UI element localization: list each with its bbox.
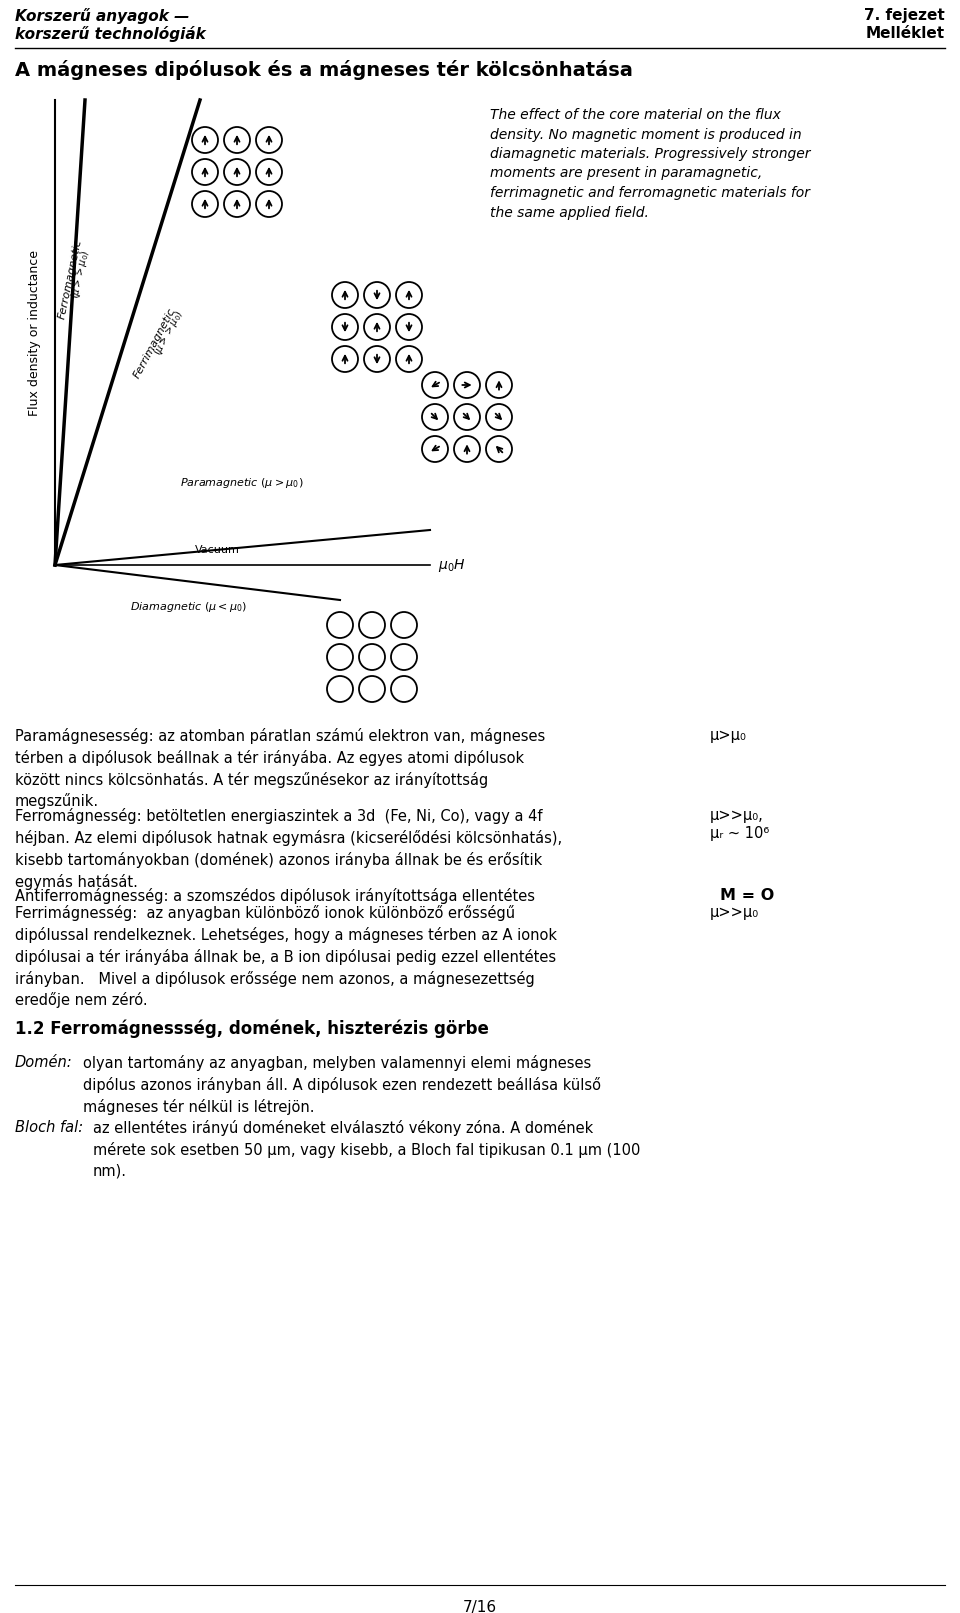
Text: $\mu_0 H$: $\mu_0 H$ [438, 556, 466, 574]
Text: 1.2 Ferromágnessség, domének, hiszterézis görbe: 1.2 Ferromágnessség, domének, hiszterézi… [15, 1019, 489, 1039]
Text: olyan tartomány az anyagban, melyben valamennyi elemi mágneses
dipólus azonos ir: olyan tartomány az anyagban, melyben val… [83, 1055, 601, 1115]
Text: The effect of the core material on the flux
density. No magnetic moment is produ: The effect of the core material on the f… [490, 108, 810, 219]
Text: Antiferromágnesség: a szomszédos dipólusok irányítottsága ellentétes: Antiferromágnesség: a szomszédos dipólus… [15, 889, 535, 903]
Text: Ferrimágnesség:  az anyagban különböző ionok különböző erősségű
dipólussal rende: Ferrimágnesség: az anyagban különböző io… [15, 905, 557, 1008]
Text: Vacuum: Vacuum [195, 545, 240, 555]
Text: M = O: M = O [720, 889, 775, 903]
Text: μ>μ₀: μ>μ₀ [710, 727, 747, 744]
Text: Flux density or inductance: Flux density or inductance [28, 250, 41, 416]
Text: Paramagnetic $(\mu > \mu_0)$: Paramagnetic $(\mu > \mu_0)$ [180, 476, 303, 490]
Text: Domén:: Domén: [15, 1055, 73, 1069]
Text: Bloch fal:: Bloch fal: [15, 1119, 84, 1136]
Text: Korszerű anyagok —: Korszerű anyagok — [15, 8, 189, 24]
Text: $(\mu >> \mu_0)$: $(\mu >> \mu_0)$ [68, 248, 92, 300]
Text: μᵣ ~ 10⁶: μᵣ ~ 10⁶ [710, 826, 769, 840]
Text: Ferromágnesség: betöltetlen energiaszintek a 3d  (Fe, Ni, Co), vagy a 4f
héjban.: Ferromágnesség: betöltetlen energiaszint… [15, 808, 563, 889]
Text: Paramágnesesség: az atomban páratlan számú elektron van, mágneses
térben a dipól: Paramágnesesség: az atomban páratlan szá… [15, 727, 545, 810]
Text: Ferromagnetic: Ferromagnetic [57, 239, 84, 319]
Text: Melléklet: Melléklet [866, 26, 945, 40]
Text: A mágneses dipólusok és a mágneses tér kölcsönhatása: A mágneses dipólusok és a mágneses tér k… [15, 60, 633, 81]
Text: Diamagnetic $(\mu < \mu_0)$: Diamagnetic $(\mu < \mu_0)$ [130, 600, 247, 615]
Text: az ellentétes irányú doméneket elválasztó vékony zóna. A domének
mérete sok eset: az ellentétes irányú doméneket elválaszt… [93, 1119, 640, 1177]
Text: μ>>μ₀: μ>>μ₀ [710, 905, 759, 919]
Text: 7. fejezet: 7. fejezet [864, 8, 945, 23]
Text: 7/16: 7/16 [463, 1600, 497, 1613]
Text: μ>>μ₀,: μ>>μ₀, [710, 808, 764, 823]
Text: Ferrimagnetic: Ferrimagnetic [132, 306, 178, 381]
Text: $(\mu >> \mu_0)$: $(\mu >> \mu_0)$ [150, 308, 186, 358]
Text: korszerű technológiák: korszerű technológiák [15, 26, 205, 42]
